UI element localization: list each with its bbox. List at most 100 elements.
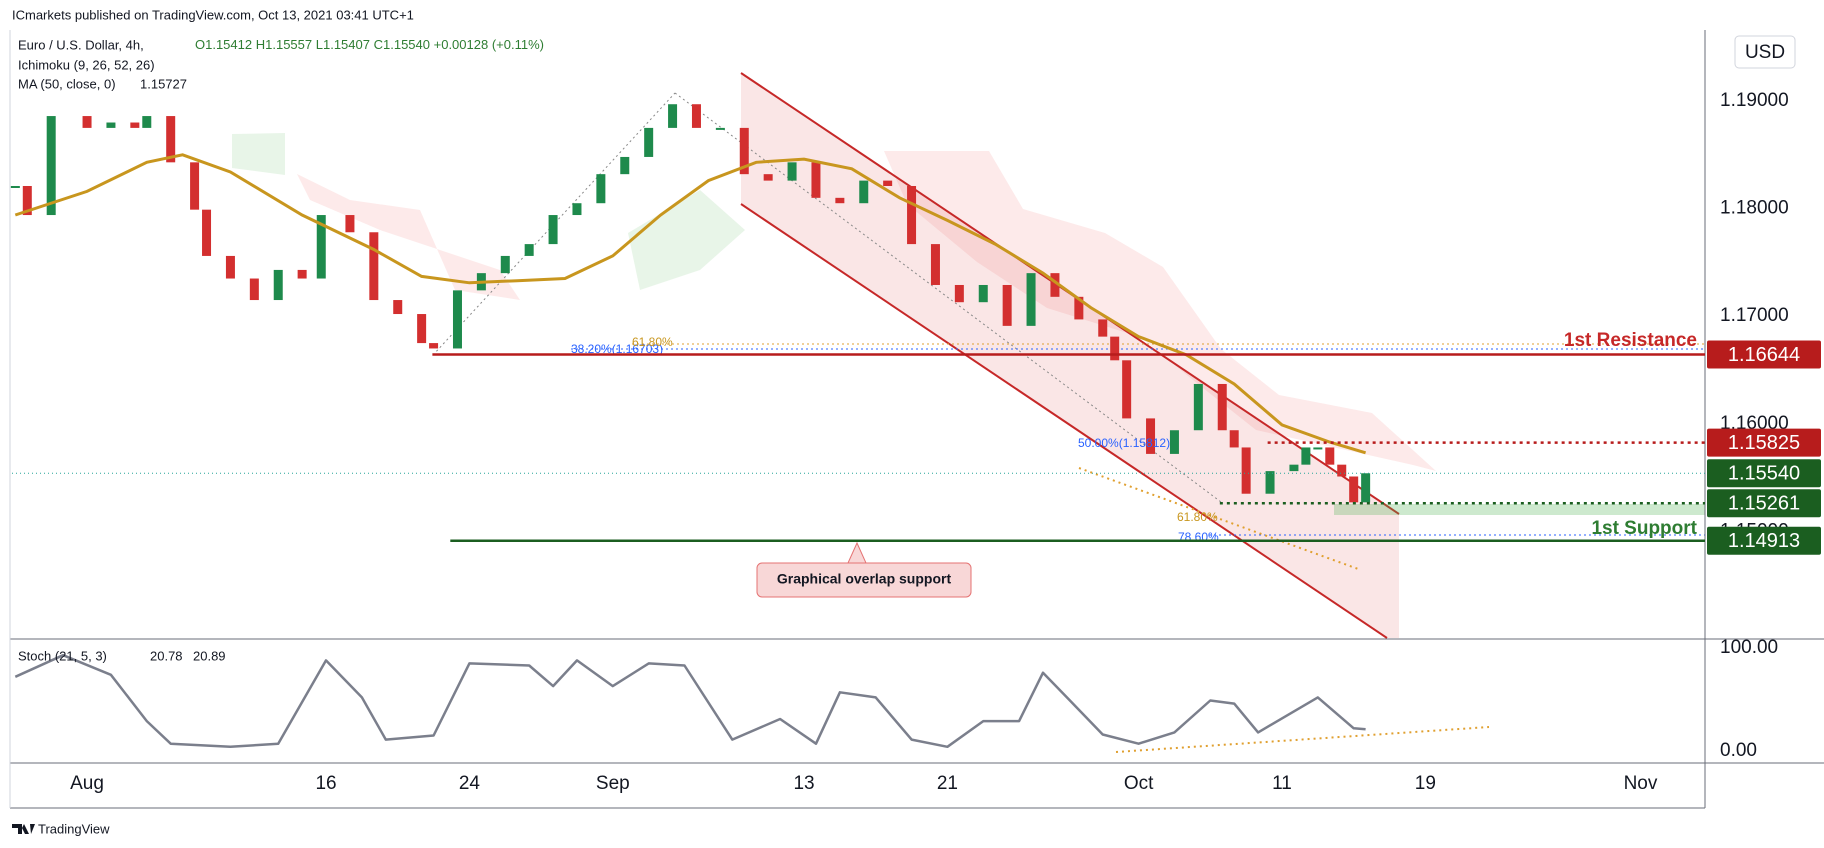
support-zone	[1334, 504, 1705, 515]
fib-label: 38.20%(1.16703)	[571, 342, 663, 356]
y-tick-label: 100.00	[1720, 637, 1778, 658]
candle	[1361, 473, 1371, 503]
candle	[1349, 476, 1359, 503]
currency[interactable]: USD	[1745, 42, 1785, 63]
candle	[978, 284, 988, 303]
candle	[225, 255, 235, 279]
candle	[907, 185, 917, 245]
y-tick-label: 0.00	[1720, 740, 1757, 761]
x-tick-label: Sep	[596, 773, 630, 794]
currency-button[interactable]	[1734, 35, 1796, 69]
x-tick-label: 24	[459, 773, 481, 794]
trend-line	[1078, 467, 1362, 571]
candle	[1098, 319, 1108, 337]
symbol-title: Euro / U.S. Dollar, 4h,	[18, 37, 144, 52]
cloud	[297, 174, 520, 300]
x-tick-label: Nov	[1624, 773, 1658, 794]
candle	[345, 215, 355, 233]
candle	[715, 127, 725, 130]
cloud	[628, 190, 745, 290]
candle	[1193, 383, 1203, 431]
candle	[202, 209, 212, 256]
fib-line	[674, 92, 1222, 503]
candle	[954, 284, 964, 303]
x-tick-label: 11	[1272, 773, 1292, 794]
y-tick-label: 1.17000	[1720, 305, 1789, 326]
candle	[572, 203, 582, 216]
price-label-bg	[1707, 459, 1821, 488]
candle	[739, 127, 749, 175]
candle	[1229, 430, 1239, 448]
fib-label: 61.80%	[1177, 510, 1218, 524]
x-tick-label: 13	[793, 773, 814, 794]
stoch-value: 20.89	[193, 648, 226, 663]
y-tick-label: 1.18000	[1720, 198, 1789, 219]
candle	[273, 269, 283, 301]
candle	[369, 232, 379, 301]
candle	[1241, 447, 1251, 494]
ma-value: 1.15727	[140, 76, 187, 91]
candle	[1265, 471, 1275, 494]
candle	[691, 104, 701, 128]
stoch-line	[14, 653, 1366, 749]
candle	[393, 300, 403, 315]
candle	[596, 174, 606, 204]
candle	[787, 162, 797, 181]
fib-label: 50.00%(1.15812)	[1078, 436, 1170, 450]
candle	[1146, 418, 1156, 454]
ohlc-low: L1.15407	[316, 37, 370, 52]
candle	[1301, 447, 1311, 465]
candle	[1169, 430, 1179, 454]
footer-logo	[12, 824, 35, 834]
candle	[1074, 296, 1084, 320]
candle	[500, 255, 510, 274]
stoch-label: Stoch (21, 5, 3)	[18, 648, 107, 663]
callout-box	[756, 562, 972, 598]
footer: TradingView	[38, 821, 110, 836]
trend-line	[1115, 726, 1490, 753]
candle	[22, 185, 32, 216]
candle	[1002, 284, 1012, 326]
ma-line	[14, 153, 1367, 455]
ohlc: O1.15412 H1.15557 L1.15407 C1.15540 +0.0…	[195, 37, 544, 52]
candle	[835, 197, 845, 204]
ohlc-open: O1.15412	[195, 37, 252, 52]
stoch-value: 20.78	[150, 648, 183, 663]
resistance-label: 1st Resistance	[1564, 330, 1697, 351]
ohlc-close: C1.15540	[374, 37, 430, 52]
channel-line	[740, 203, 1388, 639]
candle	[1026, 273, 1036, 326]
candle	[1217, 383, 1227, 431]
candle	[1289, 464, 1299, 472]
candle	[10, 185, 20, 188]
candle	[452, 290, 462, 349]
y-tick-label: 1.16000	[1720, 413, 1789, 434]
published: ICmarkets published on TradingView.com, …	[12, 7, 414, 22]
price-label-bg	[1707, 489, 1821, 518]
candle	[106, 122, 116, 128]
fib-label: 61.80%	[632, 335, 673, 349]
candle	[429, 343, 439, 349]
cloud	[232, 133, 285, 175]
price-label-bg	[1707, 340, 1821, 369]
candle	[1050, 273, 1060, 297]
x-tick-label: 16	[315, 773, 336, 794]
cloud	[884, 151, 1436, 471]
candle	[249, 278, 259, 301]
candle	[1325, 447, 1335, 465]
x-tick-label: Oct	[1124, 773, 1154, 794]
candle	[1110, 336, 1120, 361]
candle	[417, 314, 427, 344]
candle	[46, 116, 56, 216]
ma-label: MA (50, close, 0)	[18, 76, 116, 91]
fib-label: 78.60%	[1178, 530, 1219, 544]
candle	[524, 244, 534, 256]
indicator-label: Ichimoku (9, 26, 52, 26)	[18, 57, 155, 72]
ohlc-high: H1.15557	[256, 37, 312, 52]
candle	[1313, 447, 1323, 450]
candle	[859, 180, 869, 204]
candle	[297, 269, 307, 279]
